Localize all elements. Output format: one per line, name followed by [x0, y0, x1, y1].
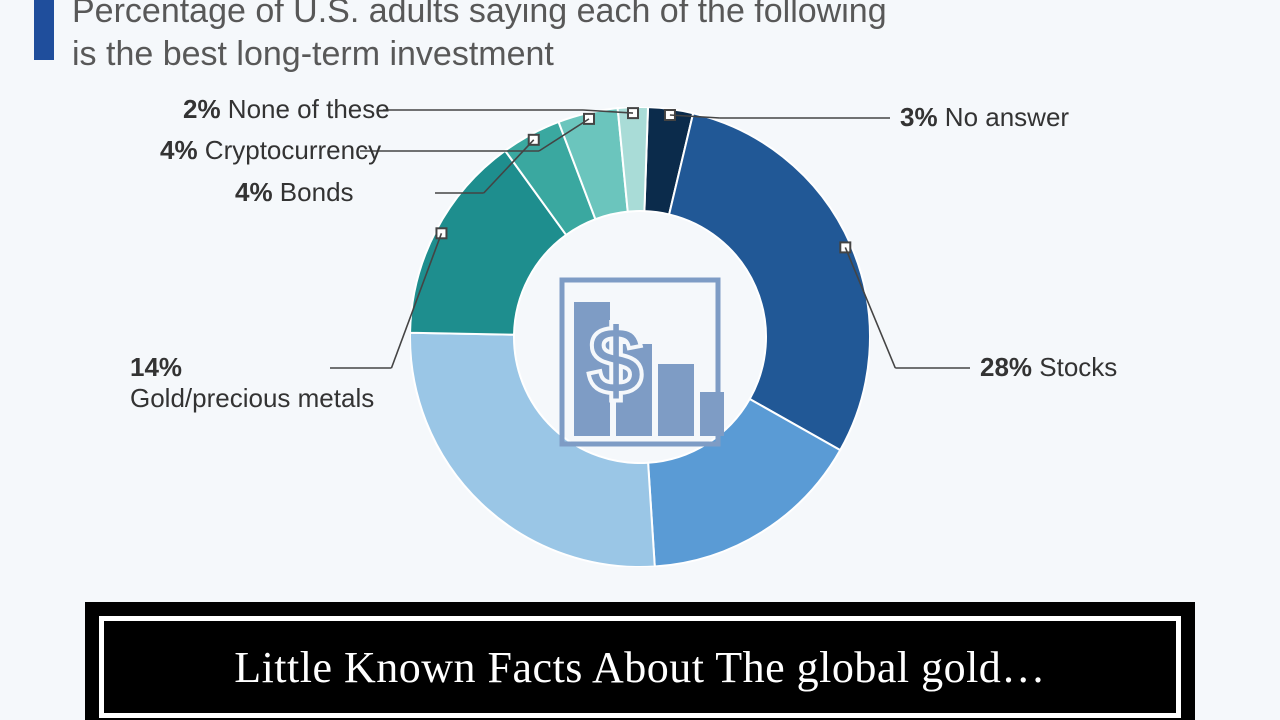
callout-label: 3% No answer	[900, 102, 1069, 133]
chart-title: Percentage of U.S. adults saying each of…	[72, 0, 887, 75]
title-line2: is the best long-term investment	[72, 35, 554, 73]
callout-label: 14%Gold/precious metals	[130, 352, 374, 414]
chart-title-row: Percentage of U.S. adults saying each of…	[34, 0, 887, 75]
overlay-frame: Little Known Facts About The global gold…	[99, 616, 1181, 718]
center-bar-chart-icon: $ $	[540, 272, 740, 452]
svg-text:$: $	[590, 310, 641, 412]
video-title-overlay: Little Known Facts About The global gold…	[85, 602, 1195, 720]
callout-label: 4% Cryptocurrency	[160, 135, 381, 166]
callout-label: 4% Bonds	[235, 177, 354, 208]
overlay-text: Little Known Facts About The global gold…	[234, 642, 1046, 693]
chart-area: $ $ 3% No answer 28% Stocks 14%Gold/precio…	[0, 72, 1280, 720]
callout-label: 28% Stocks	[980, 352, 1117, 383]
callout-label: 2% None of these	[183, 94, 390, 125]
title-accent-bar	[34, 0, 54, 60]
title-line1: Percentage of U.S. adults saying each of…	[72, 0, 887, 30]
